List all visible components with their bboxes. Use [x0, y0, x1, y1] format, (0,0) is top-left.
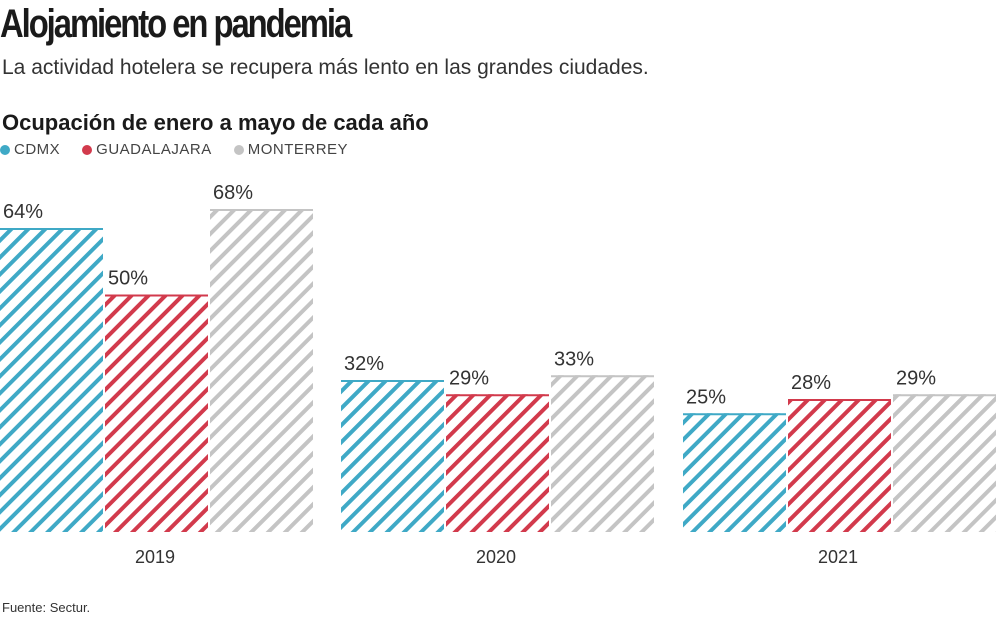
data-label: 33% [554, 348, 594, 370]
x-tick-label: 2021 [818, 547, 858, 567]
x-tick-label: 2020 [476, 547, 516, 567]
legend-dot [233, 144, 244, 155]
legend-dot [82, 144, 93, 155]
data-label: 68% [213, 182, 253, 204]
legend: CDMX GUADALAJARA MONTERREY [0, 141, 348, 158]
legend-label: CDMX [14, 141, 61, 158]
data-label: 28% [791, 372, 831, 394]
data-label: 25% [686, 386, 726, 408]
legend-item-cdmx: CDMX [0, 141, 60, 158]
bar-cdmx-2021 [683, 413, 786, 532]
page-subtitle: La actividad hotelera se recupera más le… [2, 56, 649, 79]
data-label: 50% [108, 268, 148, 290]
bar-guadalajara-2021 [788, 399, 891, 532]
legend-label: GUADALAJARA [96, 141, 212, 158]
bar-monterrey-2021 [893, 394, 996, 532]
data-label: 29% [449, 367, 489, 389]
legend-label: MONTERREY [247, 141, 349, 158]
page-title: Alojamiento en pandemia [0, 2, 352, 46]
bar-guadalajara-2020 [446, 394, 549, 532]
bar-cdmx-2020 [341, 380, 444, 532]
bar-guadalajara-2019 [105, 294, 208, 532]
data-label: 64% [3, 201, 43, 223]
legend-item-guadalajara: GUADALAJARA [82, 141, 212, 158]
legend-item-monterrey: MONTERREY [233, 141, 349, 158]
bar-monterrey-2020 [551, 375, 654, 532]
data-label: 32% [344, 353, 384, 375]
bar-monterrey-2019 [210, 209, 313, 532]
data-label: 29% [896, 367, 936, 389]
source-note: Fuente: Sectur. [2, 600, 91, 615]
bar-cdmx-2019 [0, 228, 103, 532]
chart-title: Ocupación de enero a mayo de cada año [2, 110, 429, 135]
legend-dot [0, 144, 10, 155]
x-tick-label: 2019 [135, 547, 175, 567]
